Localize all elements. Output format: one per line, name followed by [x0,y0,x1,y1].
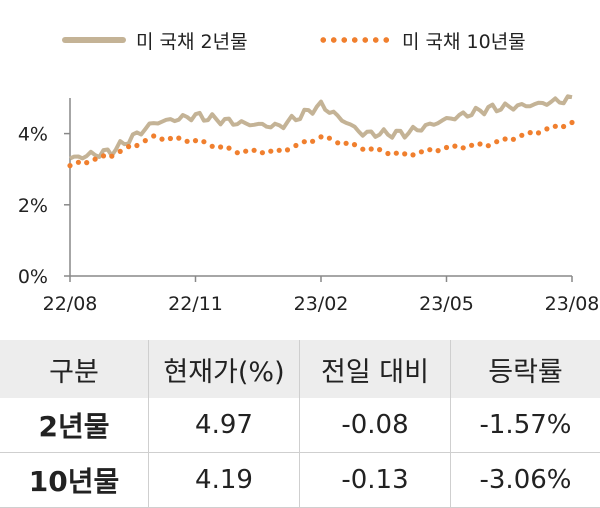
series-point-10y [268,149,273,154]
series-point-10y [369,146,374,151]
series-point-10y [185,139,190,144]
series-point-10y [503,136,508,141]
series-point-10y [277,148,282,153]
series-point-10y [444,145,449,150]
series-point-10y [402,151,407,156]
series-point-10y [335,140,340,145]
series-point-10y [285,147,290,152]
series-point-10y [252,148,257,153]
series-point-10y [310,139,315,144]
series-line-2y [70,96,572,158]
series-point-10y [519,133,524,138]
chart-axes: 0% 2% 4% 22/08 22/11 23/02 23/05 23/08 [18,98,600,315]
series-point-10y [544,126,549,131]
series-point-10y [143,138,148,143]
series-point-10y [377,147,382,152]
series-point-10y [293,143,298,148]
series-point-10y [168,136,173,141]
series-point-10y [134,143,139,148]
series-point-10y [344,141,349,146]
series-point-10y [461,145,466,150]
x-tick-label: 23/05 [419,293,474,315]
x-tick-label: 23/02 [294,293,349,315]
x-tick-label: 23/08 [545,293,600,315]
series-point-10y [159,137,164,142]
series-point-10y [76,160,81,165]
price-2y: 4.97 [149,398,300,453]
series-point-10y [536,130,541,135]
series-point-10y [67,163,72,168]
series-point-10y [410,152,415,157]
row-label-2y: 2년물 [0,398,149,453]
series-point-10y [394,151,399,156]
series-point-10y [151,133,156,138]
series-point-10y [561,124,566,129]
series-point-10y [210,144,215,149]
col-header-change: 전일 대비 [300,340,451,398]
rate-2y: -1.57% [451,398,600,453]
table-header-row: 구분 현재가(%) 전일 대비 등락률 [0,340,600,398]
series-point-10y [528,130,533,135]
change-10y: -0.13 [300,453,451,508]
series-point-10y [176,136,181,141]
series-point-10y [419,149,424,154]
y-tick-label: 4% [18,124,48,146]
yield-line-chart: 0% 2% 4% 22/08 22/11 23/02 23/05 23/08 [0,0,600,330]
change-2y: -0.08 [300,398,451,453]
table-row-2y: 2년물 4.97 -0.08 -1.57% [0,398,600,453]
table-row-10y: 10년물 4.19 -0.13 -3.06% [0,453,600,508]
row-label-10y: 10년물 [0,453,149,508]
series-point-10y [193,138,198,143]
x-tick-label: 22/11 [168,293,223,315]
series-point-10y [84,160,89,165]
series-point-10y [235,150,240,155]
series-point-10y [101,153,106,158]
series-point-10y [569,120,574,125]
series-point-10y [318,134,323,139]
series-point-10y [218,144,223,149]
series-point-10y [486,143,491,148]
series-point-10y [494,139,499,144]
series-point-10y [452,144,457,149]
series-point-10y [226,146,231,151]
series-point-10y [469,143,474,148]
series-point-10y [327,136,332,141]
yield-summary-table: 구분 현재가(%) 전일 대비 등락률 2년물 4.97 -0.08 -1.57… [0,340,600,508]
rate-10y: -3.06% [451,453,600,508]
series-point-10y [243,149,248,154]
series-point-10y [553,124,558,129]
y-tick-label: 0% [18,266,48,288]
series-point-10y [201,139,206,144]
series-point-10y [436,148,441,153]
price-10y: 4.19 [149,453,300,508]
series-point-10y [118,149,123,154]
series-point-10y [385,151,390,156]
series-point-10y [302,139,307,144]
series-point-10y [352,142,357,147]
col-header-rate: 등락률 [451,340,600,398]
series-point-10y [109,154,114,159]
col-header-category: 구분 [0,340,149,398]
series-point-10y [93,157,98,162]
series-point-10y [260,150,265,155]
x-tick-label: 22/08 [43,293,98,315]
series-point-10y [427,147,432,152]
y-tick-label: 2% [18,195,48,217]
col-header-price: 현재가(%) [149,340,300,398]
chart-series [67,96,574,168]
series-point-10y [511,137,516,142]
series-point-10y [126,144,131,149]
series-point-10y [360,147,365,152]
series-point-10y [477,141,482,146]
